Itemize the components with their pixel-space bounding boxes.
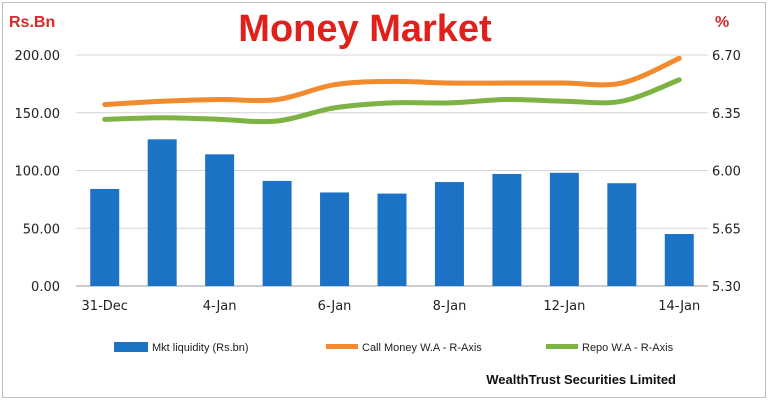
bar <box>434 182 464 286</box>
y-left-tick-label: 100.00 <box>15 165 61 180</box>
y-left-tick-label: 50.00 <box>23 222 60 237</box>
y-left-tick-label: 200.00 <box>15 49 61 64</box>
bar <box>320 192 350 286</box>
legend-label-call-money: Call Money W.A - R-Axis <box>362 342 482 354</box>
x-tick-label: 14-Jan <box>658 299 700 314</box>
y-left-tick-label: 150.00 <box>15 107 61 122</box>
x-tick-label: 4-Jan <box>203 299 237 314</box>
bar <box>90 188 120 286</box>
bar-series <box>90 139 694 286</box>
bar <box>147 139 177 286</box>
x-tick-label: 8-Jan <box>433 299 467 314</box>
legend-label-mkt-liquidity: Mkt liquidity (Rs.bn) <box>152 342 249 354</box>
x-tick-label: 31-Dec <box>82 299 128 314</box>
legend-swatch-call-money <box>326 344 358 349</box>
repo-line <box>102 77 682 125</box>
bar <box>607 183 637 286</box>
bar <box>205 154 235 286</box>
x-tick-label: 6-Jan <box>318 299 352 314</box>
gridlines <box>76 54 708 287</box>
y-left-tick-label: 0.00 <box>31 280 60 295</box>
bar <box>492 173 522 286</box>
source-credit: WealthTrust Securities Limited <box>486 372 676 387</box>
line-series <box>102 55 682 125</box>
y-right-tick-label: 6.35 <box>712 107 741 122</box>
legend: Mkt liquidity (Rs.bn) Call Money W.A - R… <box>114 342 674 354</box>
axis-ticks: 0.00 50.00 100.00 150.00 200.00 5.30 5.65 6.00 6… <box>15 49 741 314</box>
bar <box>549 172 579 286</box>
bar <box>664 234 694 286</box>
y-right-tick-label: 6.70 <box>712 49 741 64</box>
y-right-tick-label: 5.30 <box>712 280 741 295</box>
x-tick-label: 12-Jan <box>543 299 585 314</box>
bar <box>262 180 292 286</box>
call-money-line <box>102 55 682 107</box>
left-axis-unit: Rs.Bn <box>9 14 55 31</box>
legend-swatch-repo <box>546 344 578 349</box>
chart-title: Money Market <box>238 8 492 50</box>
bar <box>377 193 407 286</box>
y-right-tick-label: 6.00 <box>712 165 741 180</box>
legend-label-repo: Repo W.A - R-Axis <box>582 342 674 354</box>
legend-swatch-mkt-liquidity <box>114 342 148 352</box>
money-market-chart: Money Market Rs.Bn % 0.00 50.00 100.00 150.… <box>9 8 741 387</box>
right-axis-unit: % <box>715 14 729 31</box>
chart-frame: Money Market Rs.Bn % 0.00 50.00 100.00 150.… <box>2 2 766 398</box>
y-right-tick-label: 5.65 <box>712 222 741 237</box>
